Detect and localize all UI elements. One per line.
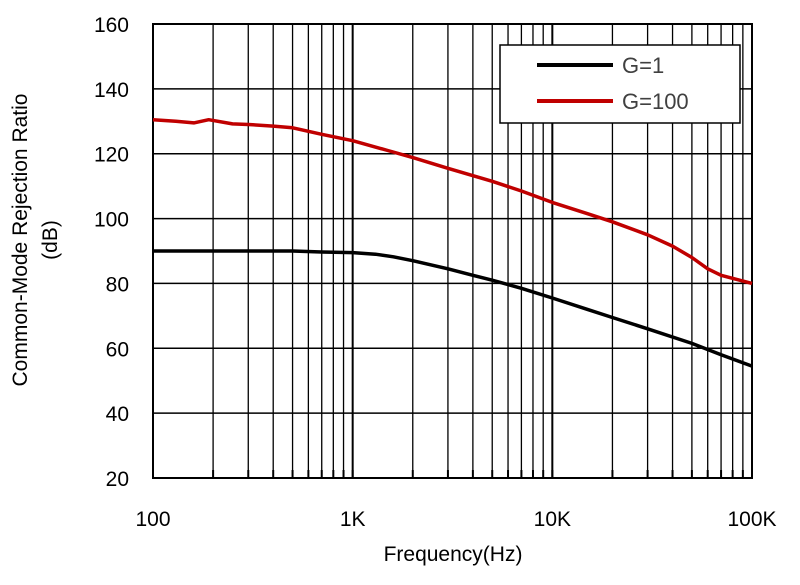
y-axis-ticks: 20 40 60 80 100 120 140 160 [94,14,129,491]
y-tick-label: 100 [94,209,129,232]
series-line-g1 [153,249,753,368]
x-axis-title: Frequency(Hz) [384,543,523,566]
x-tick-label: 1K [340,508,366,531]
x-tick-label: 100K [727,508,776,531]
y-tick-label: 60 [106,338,129,361]
series-line-g100 [152,117,753,286]
legend-label-g1: G=1 [622,53,664,78]
y-tick-label: 120 [94,144,129,167]
y-axis-title-line-2: (dB) [39,220,62,260]
y-tick-label: 80 [106,273,129,296]
legend: G=1 G=100 [499,44,741,124]
y-tick-label: 20 [106,468,129,491]
plot-grid [152,24,752,478]
y-tick-label: 160 [94,14,129,37]
x-axis-ticks: 100 1K 10K 100K [135,508,776,531]
x-tick-label: 100 [135,508,170,531]
x-tick-label: 10K [534,508,571,531]
legend-label-g100: G=100 [622,89,689,114]
y-tick-label: 40 [106,403,129,426]
y-axis-title: Common-Mode Rejection Ratio (dB) [9,94,62,387]
legend-box [499,44,741,124]
series-layer [152,117,753,368]
y-axis-title-line-1: Common-Mode Rejection Ratio [9,94,32,387]
y-tick-label: 140 [94,79,129,102]
